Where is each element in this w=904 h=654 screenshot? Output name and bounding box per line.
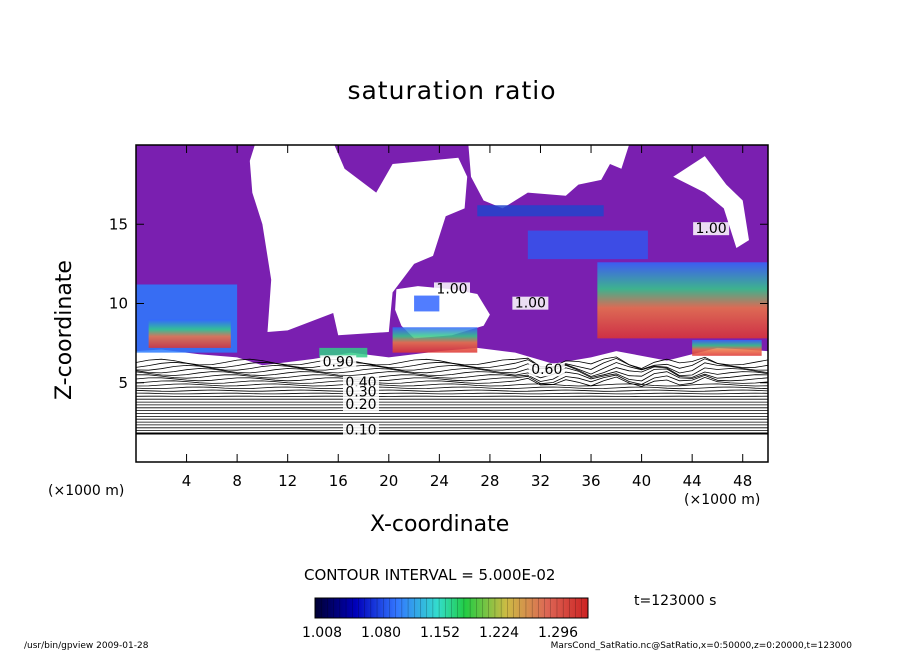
y-axis: 5 10 15 xyxy=(109,215,768,392)
contour-line xyxy=(136,367,768,379)
colorbar-stripes xyxy=(321,598,582,618)
hot-cell xyxy=(414,295,440,312)
hot-cell xyxy=(319,347,368,358)
subsaturated-region xyxy=(468,145,629,209)
x-axis-unit: (×1000 m) xyxy=(684,492,761,508)
hot-cell xyxy=(477,205,604,217)
x-axis-label: X-coordinate xyxy=(370,512,510,537)
hot-cell xyxy=(597,262,768,339)
hot-cell xyxy=(148,319,231,348)
contour-label-bg xyxy=(693,222,730,236)
footer-right: MarsCond_SatRatio.nc@SatRatio,x=0:50000,… xyxy=(550,641,852,651)
contour-label: 0.10 xyxy=(345,422,376,438)
contour-labels: 1.001.001.000.90 0.600.400.300.200.10 xyxy=(320,221,730,438)
contour-label-bg xyxy=(320,355,357,369)
hot-cell xyxy=(527,230,648,260)
contour-line xyxy=(136,374,768,385)
colorbar-tick-labels: 1.008 1.080 1.152 1.224 1.296 xyxy=(302,625,578,641)
x-tick-label: 48 xyxy=(733,472,752,490)
contour-line xyxy=(136,389,768,392)
x-tick-label: 44 xyxy=(683,472,702,490)
x-axis: 4 8 12 16 20 24 28 32 36 40 44 48 xyxy=(182,145,752,490)
x-tick-label: 12 xyxy=(278,472,297,490)
x-tick-label: 36 xyxy=(581,472,600,490)
contour-label: 0.90 xyxy=(323,354,354,370)
x-tick-label: 32 xyxy=(531,472,550,490)
colorbar-tick-label: 1.080 xyxy=(361,625,401,641)
contour-label-bg xyxy=(528,363,565,377)
contour-label-bg xyxy=(342,423,379,437)
subsaturated-region xyxy=(673,156,749,248)
contour-label: 1.00 xyxy=(515,296,546,312)
x-tick-label: 8 xyxy=(232,472,242,490)
contour-line xyxy=(136,392,768,395)
contour-line xyxy=(136,362,768,375)
x-tick-label: 4 xyxy=(182,472,192,490)
hot-cell xyxy=(392,327,478,353)
y-axis-unit: (×1000 m) xyxy=(48,483,125,499)
colorbar-tick-label: 1.152 xyxy=(420,625,460,641)
contour-lines xyxy=(136,356,768,435)
hot-cell xyxy=(692,339,762,356)
contour-line xyxy=(136,357,768,370)
contour-label-bg xyxy=(342,385,379,399)
contour-line xyxy=(136,356,768,369)
contour-interval: CONTOUR INTERVAL = 5.000E-02 xyxy=(304,566,556,584)
contour-label-bg xyxy=(434,282,470,296)
contour-line xyxy=(136,383,768,387)
x-tick-label: 40 xyxy=(632,472,651,490)
contour-line xyxy=(136,364,768,377)
contour-label: 0.30 xyxy=(345,384,376,400)
high-saturation-cells xyxy=(136,205,768,358)
time-label: t=123000 s xyxy=(634,593,717,609)
contour-line xyxy=(136,376,768,387)
y-tick-label: 5 xyxy=(118,374,128,392)
y-axis-label: Z-coordinate xyxy=(52,260,77,400)
y-tick-label: 10 xyxy=(109,295,128,313)
contour-label: 0.20 xyxy=(345,397,376,413)
contour-label-bg xyxy=(342,398,379,412)
subsaturated-region xyxy=(249,145,468,336)
contour-line xyxy=(136,386,768,390)
x-tick-label: 16 xyxy=(329,472,348,490)
chart-title: saturation ratio xyxy=(347,76,557,105)
contour-label-bg xyxy=(512,296,549,310)
plot-field xyxy=(136,145,768,435)
contour-line xyxy=(136,371,768,382)
footer-left: /usr/bin/gpview 2009-01-28 xyxy=(24,641,149,651)
x-tick-label: 20 xyxy=(379,472,398,490)
x-tick-label: 28 xyxy=(480,472,499,490)
y-tick-label: 15 xyxy=(109,215,128,233)
x-tick-label: 24 xyxy=(430,472,449,490)
colorbar-tick-label: 1.296 xyxy=(538,625,578,641)
contour-label: 1.00 xyxy=(696,221,727,237)
colorbar-tick-label: 1.224 xyxy=(479,625,519,641)
contour-label: 1.00 xyxy=(436,281,467,297)
contour-label: 0.60 xyxy=(531,362,562,378)
colorbar-tick-label: 1.008 xyxy=(302,625,342,641)
